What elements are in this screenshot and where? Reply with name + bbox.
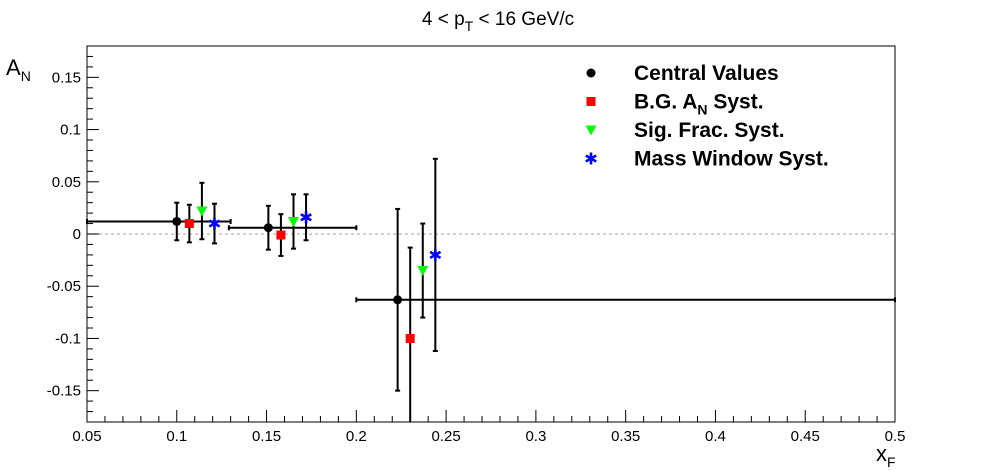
series-0: [86, 201, 896, 392]
data-point: [263, 223, 273, 233]
y-tick-label: 0.05: [52, 174, 81, 191]
legend-marker-2: [585, 125, 597, 136]
data-point: [429, 248, 442, 261]
chart-title-post: < 16 GeV/c: [473, 9, 574, 30]
legend-label-3: Mass Window Syst.: [634, 148, 829, 171]
x-tick-label: 0.2: [346, 428, 367, 445]
legend-marker-1: [586, 97, 596, 106]
y-axis-title-main: A: [6, 55, 21, 80]
legend-label-1: B.G. AN Syst.: [634, 91, 764, 118]
legend-marker-3: [585, 152, 597, 165]
legend: Central Values B.G. AN Syst.Sig. Frac. Sy…: [585, 62, 829, 171]
data-point: [287, 216, 299, 227]
chart-title: 4 < pT < 16 GeV/c: [422, 9, 574, 34]
x-tick-label: 0.25: [432, 428, 461, 445]
x-tick-label: 0.5: [885, 428, 906, 445]
data-point: [196, 206, 208, 217]
y-axis-title: AN: [6, 55, 31, 84]
x-tick-label: 0.05: [72, 428, 101, 445]
plot-area: 0.05 0.1 0.15 0.2 0.25 0.3 0.35 0.4 0.45 0.5 -0.15…: [47, 45, 906, 445]
legend-marker-0: [586, 68, 596, 78]
x-axis-title-main: x: [876, 441, 887, 466]
data-point: [417, 266, 429, 277]
y-tick-label: 0.1: [60, 122, 81, 139]
x-tick-label: 0.45: [791, 428, 820, 445]
data-point: [405, 333, 415, 343]
x-axis-title: xF: [876, 441, 896, 470]
data-point: [184, 219, 194, 229]
y-tick-label: -0.1: [55, 330, 81, 347]
y-tick-label: 0: [73, 226, 81, 243]
data-point: [172, 216, 182, 226]
y-axis-title-sub: N: [21, 68, 31, 84]
data-point: [208, 217, 221, 230]
legend-label-2: Sig. Frac. Syst.: [634, 119, 785, 142]
data-point: [300, 211, 312, 224]
y-tick-label: -0.15: [47, 383, 81, 400]
series-2: [196, 181, 429, 319]
series-3: [208, 157, 442, 352]
x-tick-label: 0.15: [252, 428, 281, 445]
x-tick-label: 0.4: [705, 428, 726, 445]
x-tick-label: 0.1: [166, 428, 187, 445]
x-tick-label: 0.35: [611, 428, 640, 445]
data-point: [393, 295, 403, 305]
y-tick-label: 0.15: [52, 69, 81, 86]
chart-title-sub: T: [465, 18, 474, 34]
data-point: [276, 230, 286, 240]
chart-title-pre: 4 < p: [422, 9, 465, 30]
x-axis-title-sub: F: [887, 454, 896, 470]
y-tick-label: -0.05: [47, 278, 81, 295]
x-tick-label: 0.3: [525, 428, 546, 445]
legend-label-0: Central Values: [634, 62, 779, 85]
series-1: [184, 203, 415, 422]
